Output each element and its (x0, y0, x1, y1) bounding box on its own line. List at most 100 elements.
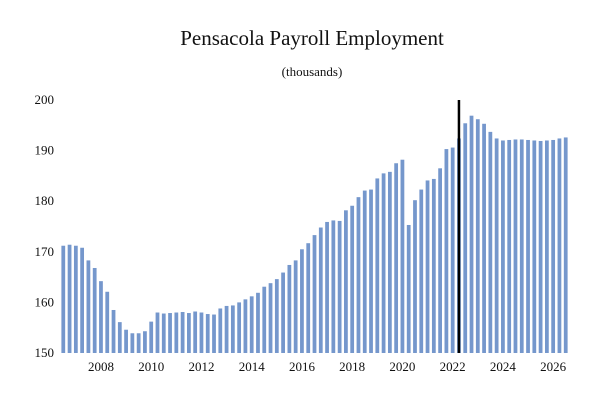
bar (507, 139, 512, 353)
bar (212, 314, 216, 353)
bar (387, 171, 392, 353)
bar (325, 221, 329, 353)
bar (306, 243, 311, 353)
bar (262, 286, 267, 353)
bar (149, 321, 154, 353)
bar (406, 224, 411, 353)
bar (243, 299, 248, 353)
bar (136, 333, 141, 353)
bar (494, 138, 499, 353)
bar (92, 267, 97, 353)
bar (331, 220, 336, 353)
bar (61, 245, 66, 353)
bar (356, 197, 361, 353)
bar (111, 309, 116, 353)
bar (67, 244, 72, 353)
bar (99, 281, 103, 353)
y-tick-label: 180 (35, 193, 55, 208)
bar (526, 139, 530, 353)
bar (130, 333, 135, 353)
bar (532, 140, 537, 353)
bar (73, 245, 78, 353)
x-tick-label: 2024 (490, 359, 517, 374)
bar (256, 292, 260, 353)
bar (105, 291, 110, 353)
bar (143, 331, 147, 353)
y-tick-label: 170 (35, 244, 55, 259)
y-tick-label: 150 (35, 345, 55, 360)
bar (557, 138, 562, 353)
bar (519, 139, 524, 353)
bar (450, 147, 455, 353)
bar (187, 313, 191, 353)
bar (425, 180, 430, 353)
bar (300, 249, 304, 353)
bar (293, 260, 298, 353)
bar (344, 210, 348, 353)
y-tick-label: 200 (35, 92, 55, 107)
chart-subtitle: (thousands) (282, 64, 343, 79)
bar (230, 305, 235, 353)
bar (513, 139, 518, 353)
x-tick-label: 2016 (289, 359, 316, 374)
bar (249, 296, 254, 353)
bar (205, 314, 210, 353)
bar (168, 313, 172, 353)
x-tick-label: 2010 (138, 359, 164, 374)
chart-title: Pensacola Payroll Employment (180, 26, 444, 50)
bar (431, 178, 436, 353)
bar (501, 140, 505, 353)
bar (544, 140, 549, 353)
bar (161, 313, 166, 353)
bar (362, 190, 367, 353)
bar (224, 305, 229, 353)
bar (475, 119, 480, 353)
bar (174, 312, 179, 353)
bar (199, 312, 204, 353)
bar (469, 115, 474, 353)
x-tick-label: 2014 (239, 359, 266, 374)
x-axis: 2008 2010 2012 2014 2016 2018 2020 2022 2024 2026 (88, 359, 567, 374)
bar (538, 140, 543, 353)
bar (350, 205, 355, 353)
bar (155, 312, 160, 353)
bar (551, 139, 556, 353)
y-axis: 150 160 170 180 190 200 (35, 92, 55, 360)
x-tick-label: 2012 (188, 359, 214, 374)
bar (482, 123, 486, 353)
bar (318, 227, 323, 353)
bar (218, 308, 223, 353)
y-tick-label: 160 (35, 294, 55, 309)
bar (369, 189, 373, 353)
bar (80, 247, 85, 353)
bar (563, 137, 568, 353)
bar (124, 329, 128, 353)
bar (463, 123, 468, 353)
x-tick-label: 2020 (389, 359, 415, 374)
bar (312, 235, 317, 353)
bar (444, 149, 449, 353)
bar (274, 279, 279, 353)
bar (180, 312, 185, 353)
bar (281, 272, 285, 353)
bar (268, 283, 273, 353)
bar (400, 159, 405, 353)
bar (381, 173, 386, 353)
bar (394, 163, 399, 353)
x-tick-label: 2022 (440, 359, 466, 374)
bar-series (61, 115, 568, 353)
bar (337, 220, 342, 353)
bar (419, 189, 424, 353)
x-tick-label: 2018 (339, 359, 365, 374)
y-tick-label: 190 (35, 143, 55, 158)
bar (375, 178, 380, 353)
bar (237, 302, 242, 353)
bar (287, 264, 292, 353)
x-tick-label: 2026 (540, 359, 567, 374)
bar (413, 200, 417, 353)
bar (117, 322, 122, 353)
x-tick-label: 2008 (88, 359, 114, 374)
bar (193, 311, 198, 353)
